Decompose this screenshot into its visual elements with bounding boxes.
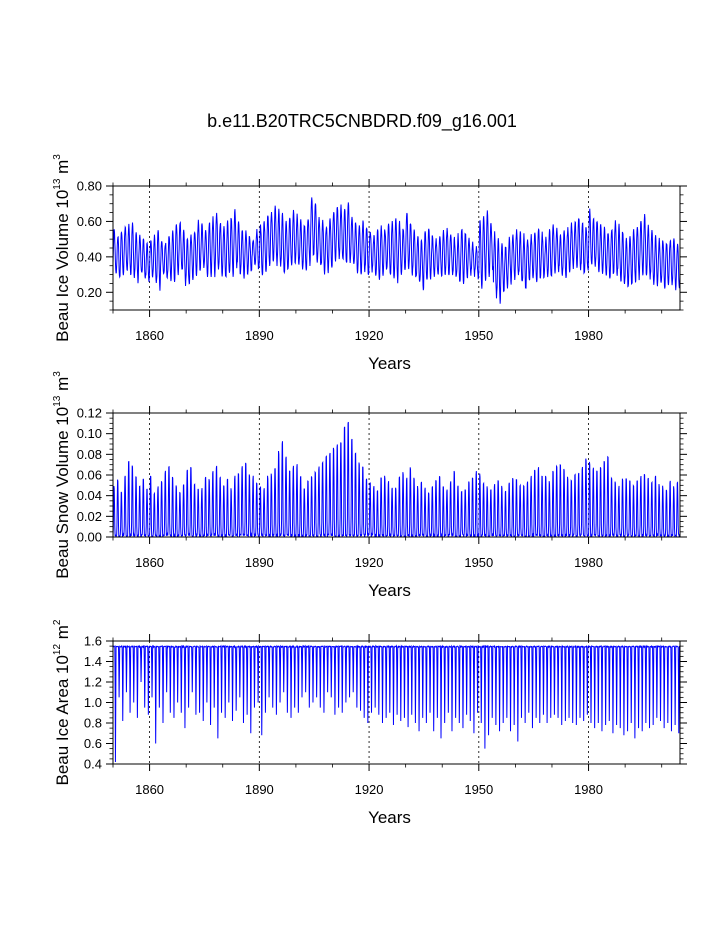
y-axis-label: Beau Ice Volume 1013 m3 xyxy=(52,154,72,342)
y-label-unit: m xyxy=(53,377,72,396)
series-line-snow-volume xyxy=(113,421,680,537)
y-tick-label: 0.40 xyxy=(77,249,102,264)
y-label-unit-exponent: 3 xyxy=(52,371,63,377)
series-line-ice-volume xyxy=(113,197,680,304)
y-tick-label: 1.4 xyxy=(84,654,102,669)
y-label-main: Beau Ice Area 10 xyxy=(53,655,72,785)
chart-snow-volume: 1860 1890 1920 1950 1980 0.00 0.02 0.04 0.06 0.08… xyxy=(52,371,687,600)
y-tick-label: 0.00 xyxy=(77,530,102,545)
x-tick-label: 1950 xyxy=(464,555,493,570)
y-label-main: Beau Snow Volume 10 xyxy=(53,407,72,579)
x-tick-label: 1950 xyxy=(464,782,493,797)
y-tick-label: 0.02 xyxy=(77,509,102,524)
x-tick-label: 1890 xyxy=(245,782,274,797)
y-label-exponent: 13 xyxy=(52,178,63,190)
x-axis-label: Years xyxy=(368,581,411,600)
y-tick-label: 1.6 xyxy=(84,634,102,649)
y-tick-label: 0.4 xyxy=(84,757,102,772)
y-tick-label: 0.8 xyxy=(84,716,102,731)
x-tick-label: 1860 xyxy=(135,328,164,343)
series-line-ice-area xyxy=(113,644,680,762)
y-tick-label: 0.80 xyxy=(77,179,102,194)
y-tick-label: 1.2 xyxy=(84,675,102,690)
chart-ice-volume: 1860 1890 1920 1950 1980 0.20 0.40 0.60 0.80 Year… xyxy=(52,154,687,373)
x-tick-label: 1950 xyxy=(464,328,493,343)
x-tick-label: 1920 xyxy=(355,555,384,570)
x-axis-label: Years xyxy=(368,354,411,373)
y-tick-label: 0.04 xyxy=(77,488,102,503)
x-tick-label: 1890 xyxy=(245,328,274,343)
y-tick-label: 0.6 xyxy=(84,736,102,751)
y-label-unit: m xyxy=(53,625,72,644)
y-label-unit-exponent: 2 xyxy=(52,619,63,625)
x-axis-label: Years xyxy=(368,808,411,827)
y-tick-label: 1.0 xyxy=(84,695,102,710)
y-tick-label: 0.60 xyxy=(77,214,102,229)
y-label-unit: m xyxy=(53,160,72,179)
y-tick-label: 0.12 xyxy=(77,406,102,421)
x-tick-label: 1860 xyxy=(135,782,164,797)
y-tick-label: 0.20 xyxy=(77,285,102,300)
y-label-unit-exponent: 3 xyxy=(52,154,63,160)
x-tick-label: 1860 xyxy=(135,555,164,570)
x-tick-label: 1980 xyxy=(574,555,603,570)
x-tick-label: 1890 xyxy=(245,555,274,570)
y-axis-label: Beau Snow Volume 1013 m3 xyxy=(52,371,72,579)
y-axis-label: Beau Ice Area 1012 m2 xyxy=(52,619,72,785)
y-label-exponent: 12 xyxy=(52,644,63,656)
y-tick-label: 0.08 xyxy=(77,447,102,462)
x-tick-label: 1980 xyxy=(574,782,603,797)
x-tick-label: 1920 xyxy=(355,782,384,797)
figure-title: b.e11.B20TRC5CNBDRD.f09_g16.001 xyxy=(207,111,517,132)
y-label-exponent: 13 xyxy=(52,395,63,407)
x-tick-label: 1920 xyxy=(355,328,384,343)
y-tick-label: 0.10 xyxy=(77,426,102,441)
x-tick-label: 1980 xyxy=(574,328,603,343)
chart-ice-area: 1860 1890 1920 1950 1980 0.4 0.6 0.8 1.0 1.2 1.4 1.… xyxy=(52,619,687,827)
y-label-main: Beau Ice Volume 10 xyxy=(53,190,72,342)
y-tick-label: 0.06 xyxy=(77,468,102,483)
